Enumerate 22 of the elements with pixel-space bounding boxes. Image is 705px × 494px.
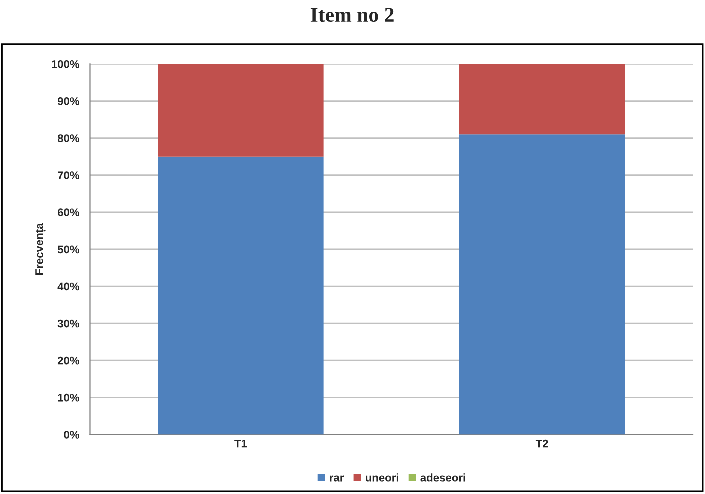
chart-title: Item no 2: [310, 8, 394, 22]
legend-label: adeseori: [420, 474, 466, 482]
y-tick-label: 70%: [58, 172, 80, 180]
bar: [459, 134, 626, 435]
y-tick-label: 0%: [64, 430, 80, 439]
bar: [459, 64, 626, 135]
y-tick-label: 20%: [58, 356, 80, 365]
bar: [158, 64, 324, 157]
legend-label: uneori: [366, 474, 398, 482]
y-tick-label: 40%: [58, 282, 80, 291]
y-tick-label: 10%: [58, 394, 80, 402]
y-tick-label: 50%: [58, 246, 80, 254]
y-tick-label: 100%: [52, 60, 80, 68]
bar: [158, 156, 324, 435]
y-tick-label: 80%: [58, 134, 80, 142]
y-tick-label: 60%: [58, 208, 80, 217]
x-tick-label: T1: [234, 440, 248, 448]
x-tick-label: T2: [536, 440, 548, 448]
legend-label: rar: [330, 476, 344, 482]
y-axis-title: Frecvența: [36, 223, 46, 275]
y-tick-label: 90%: [58, 98, 80, 106]
y-tick-label: 30%: [58, 320, 80, 328]
